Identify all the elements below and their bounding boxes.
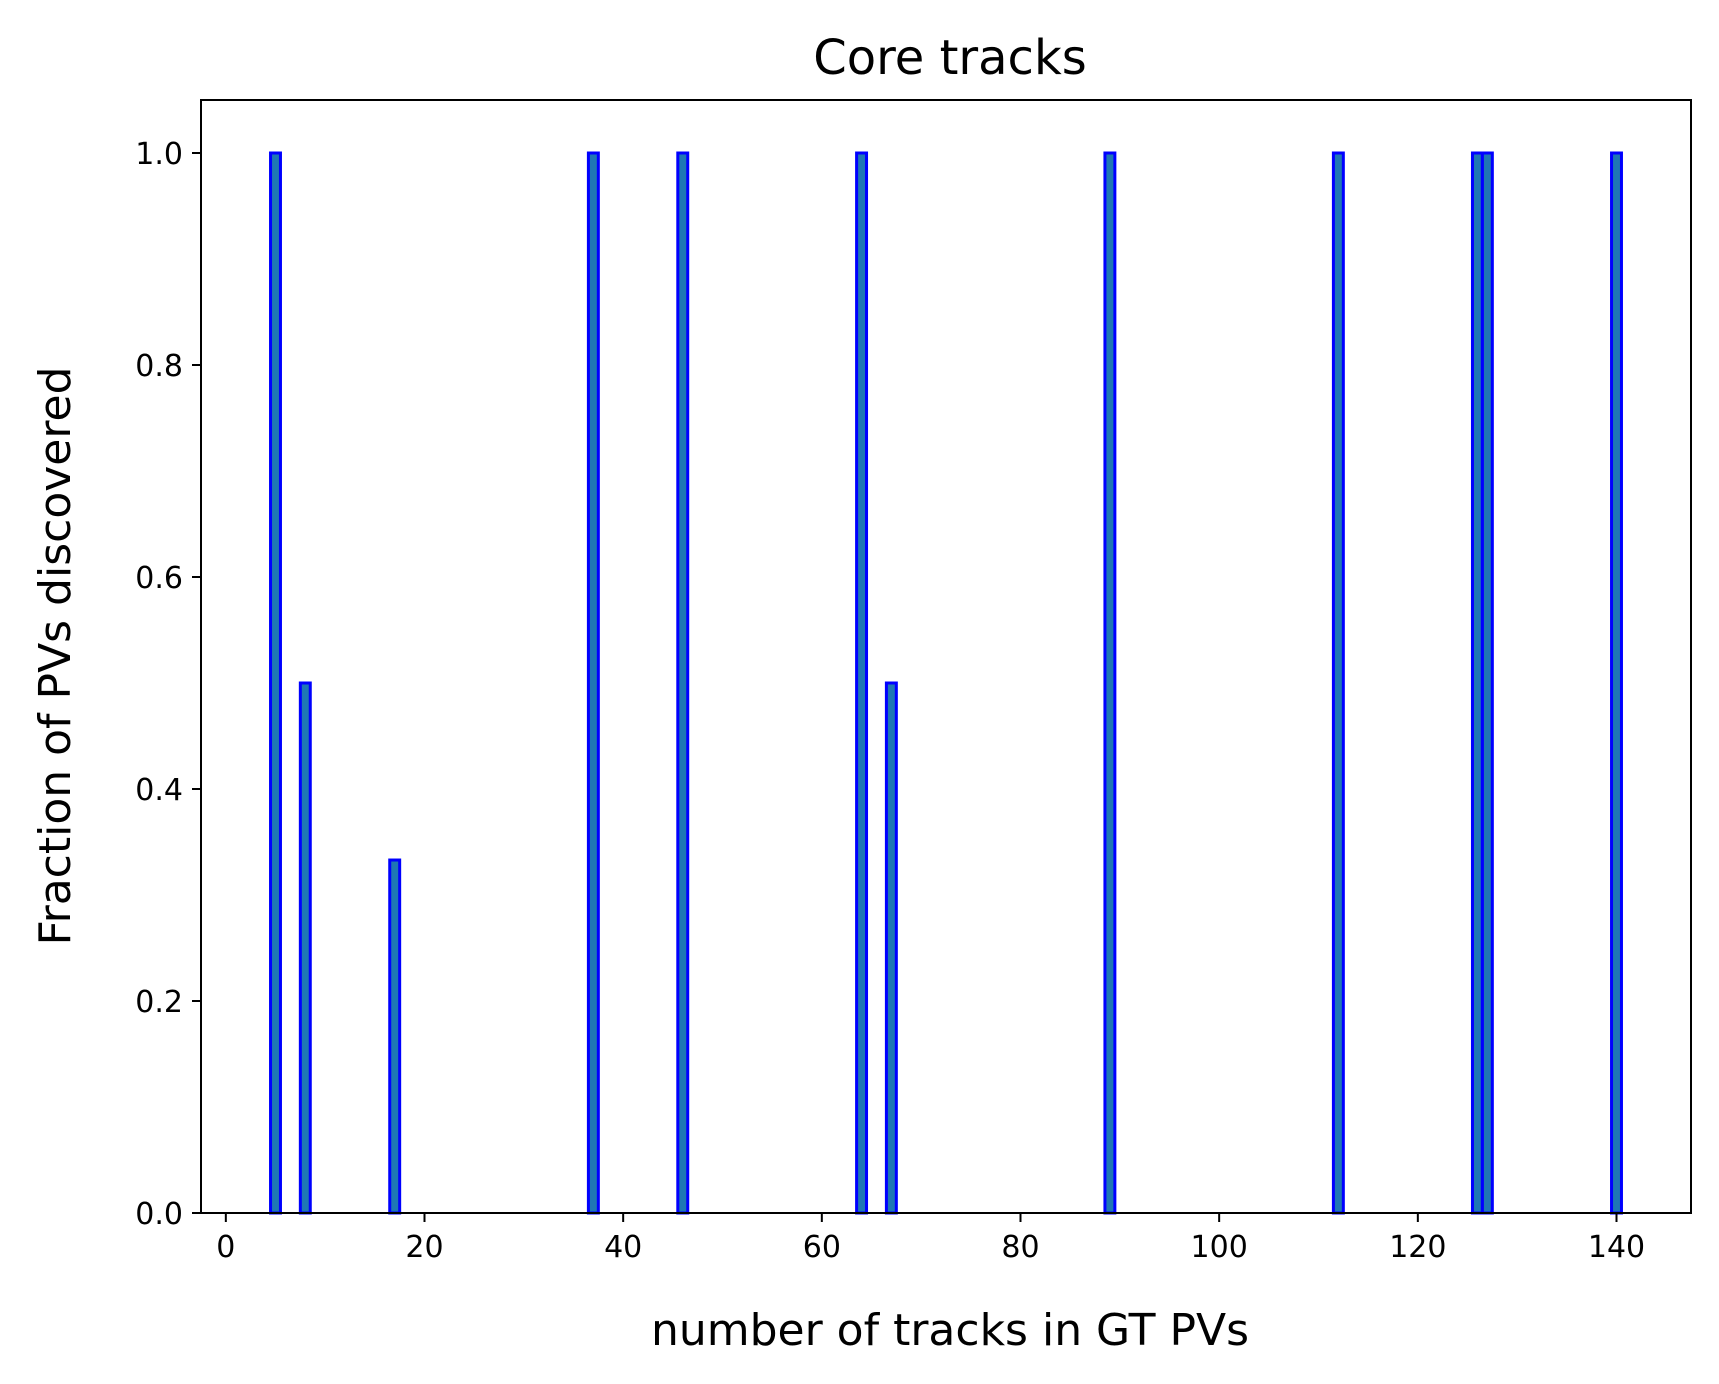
y-tick-label: 0.4	[135, 773, 183, 808]
y-tick-label: 1.0	[135, 137, 183, 172]
bar	[1103, 151, 1117, 1215]
bar	[298, 681, 312, 1215]
x-axis: 0 20 40 60 80 100 120 140	[216, 1213, 1645, 1265]
x-tick-label: 140	[1588, 1230, 1645, 1265]
bar	[676, 151, 690, 1215]
bar	[388, 858, 402, 1215]
x-tick-label: 40	[604, 1230, 642, 1265]
y-axis-label: Fraction of PVs discovered	[30, 367, 81, 946]
x-tick-label: 120	[1389, 1230, 1446, 1265]
y-tick-label: 0.2	[135, 985, 183, 1020]
bar	[855, 151, 869, 1215]
bar	[884, 681, 898, 1215]
bar	[269, 151, 282, 1215]
bar	[1331, 151, 1345, 1215]
y-tick-label: 0.6	[135, 561, 183, 596]
chart-title: Core tracks	[813, 30, 1087, 86]
plot-frame	[200, 99, 1692, 1214]
x-tick-label: 80	[1001, 1230, 1039, 1265]
bar	[1610, 151, 1623, 1215]
bar	[1480, 151, 1494, 1215]
y-axis: 0.0 0.2 0.4 0.6 0.8 1.0	[135, 137, 201, 1232]
bar	[586, 151, 600, 1215]
y-tick-label: 0.8	[135, 349, 183, 384]
y-tick-label: 0.0	[135, 1197, 183, 1232]
x-tick-label: 60	[803, 1230, 841, 1265]
bars	[269, 151, 1623, 1215]
x-tick-label: 100	[1191, 1230, 1248, 1265]
x-axis-label: number of tracks in GT PVs	[651, 1305, 1249, 1356]
x-tick-label: 0	[216, 1230, 235, 1265]
x-tick-label: 20	[405, 1230, 443, 1265]
